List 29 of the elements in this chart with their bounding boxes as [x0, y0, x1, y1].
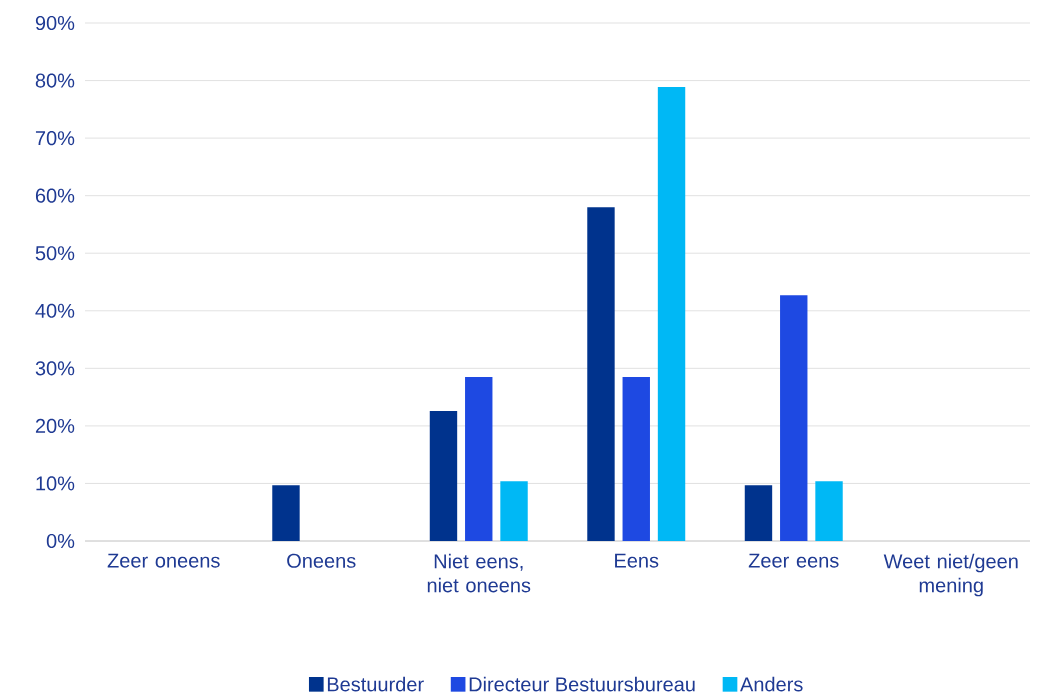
legend-label: Anders: [740, 676, 803, 692]
y-tick-label: 20%: [35, 418, 75, 433]
x-tick-label: Eens: [615, 553, 659, 568]
bar: [465, 376, 493, 541]
y-tick-label: 80%: [35, 73, 75, 88]
legend-label: Bestuurder: [327, 676, 424, 692]
y-tick-label: 70%: [35, 131, 75, 146]
bar: [622, 376, 650, 541]
y-tick-label: 50%: [35, 246, 75, 261]
y-tick-label: 0%: [46, 533, 75, 549]
y-tick-label: 60%: [35, 188, 75, 203]
y-tick-label: 10%: [36, 476, 75, 491]
y-tick-label: 30%: [35, 361, 75, 376]
bar: [429, 410, 458, 541]
bar: [587, 207, 615, 541]
y-tick-label: 40%: [35, 303, 75, 318]
bar: [272, 485, 300, 541]
bar: [657, 86, 686, 541]
bar: [780, 295, 808, 541]
legend-label: Directeur Bestuursbureau: [469, 676, 695, 692]
x-tick-label: Zeer eens: [748, 553, 839, 568]
y-tick-label: 90%: [35, 15, 75, 31]
x-tick-label: Weet niet/geen mening: [883, 553, 1018, 597]
x-tick-label: Oneens: [287, 553, 356, 568]
bar: [815, 481, 843, 541]
x-tick-label: Niet eens, niet oneens: [427, 553, 531, 593]
x-tick-label: Zeer oneens: [107, 553, 220, 568]
bar: [500, 481, 528, 541]
bar: [744, 485, 773, 541]
